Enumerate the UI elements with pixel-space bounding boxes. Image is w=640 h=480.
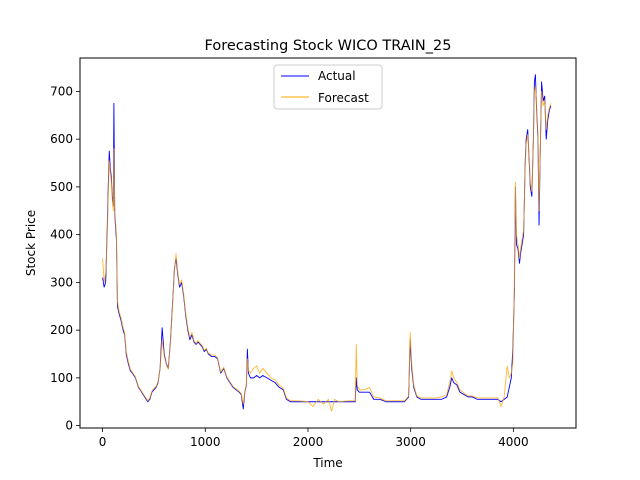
y-tick-label: 0 [65, 419, 73, 433]
series-layer [102, 74, 552, 412]
y-tick-label: 200 [50, 323, 73, 337]
y-tick-label: 600 [50, 132, 73, 146]
x-axis-label: Time [312, 456, 342, 470]
legend-label-forecast: Forecast [318, 91, 369, 105]
y-axis: 0 100 200 300 400 500 600 700 [50, 84, 80, 433]
x-tick-label: 1000 [190, 435, 221, 449]
plot-area: 0 1000 2000 3000 4000 0 100 200 300 400 500 600 700 [50, 57, 577, 449]
x-tick-label: 0 [99, 435, 107, 449]
y-tick-label: 700 [50, 84, 73, 98]
plot-frame [79, 57, 577, 429]
series-line-forecast [102, 86, 552, 412]
y-tick-label: 500 [50, 180, 73, 194]
y-tick-label: 400 [50, 228, 73, 242]
legend: Actual Forecast [273, 64, 383, 110]
x-axis: 0 1000 2000 3000 4000 [99, 428, 529, 449]
x-tick-label: 2000 [293, 435, 324, 449]
x-tick-label: 3000 [395, 435, 426, 449]
y-axis-label: Stock Price [24, 210, 38, 276]
y-tick-label: 300 [50, 275, 73, 289]
x-tick-label: 4000 [498, 435, 529, 449]
y-tick-label: 100 [50, 371, 73, 385]
chart-title: Forecasting Stock WICO TRAIN_25 [205, 38, 452, 54]
legend-label-actual: Actual [318, 69, 356, 83]
